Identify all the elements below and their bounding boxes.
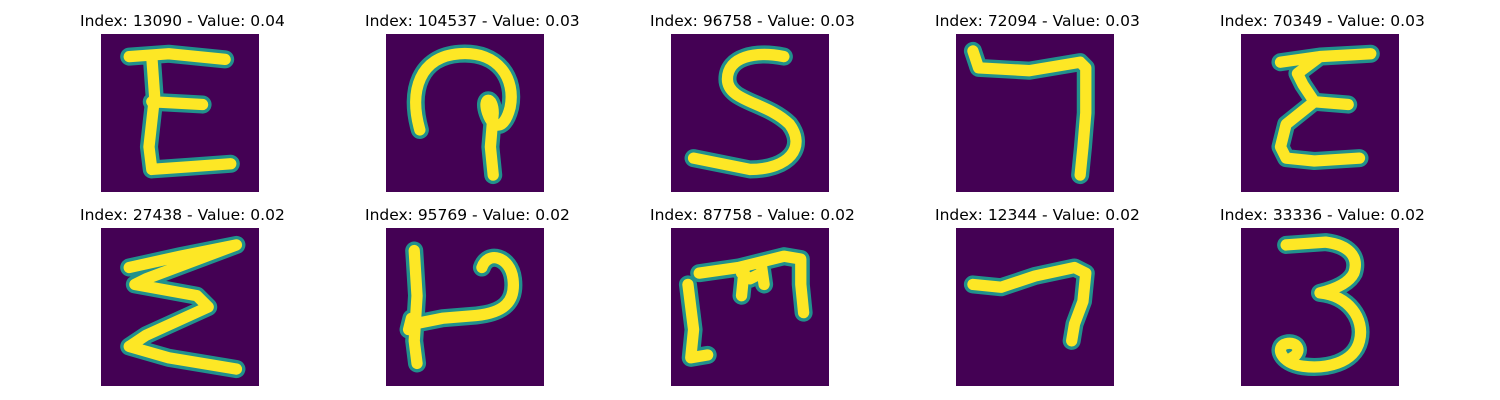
image-panel: Index: 33336 - Value: 0.02 [1220, 206, 1425, 386]
handwritten-E-icon [101, 34, 259, 192]
panel-title: Index: 95769 - Value: 0.02 [365, 206, 570, 224]
panel-title: Index: 12344 - Value: 0.02 [935, 206, 1140, 224]
image-panel: Index: 12344 - Value: 0.02 [935, 206, 1140, 386]
image-panel: Index: 13090 - Value: 0.04 [80, 12, 285, 192]
image-panel: Index: 72094 - Value: 0.03 [935, 12, 1140, 192]
panel-title: Index: 33336 - Value: 0.02 [1220, 206, 1425, 224]
handwritten-E-icon [1241, 34, 1399, 192]
handwritten-3-icon [1241, 228, 1399, 386]
handwritten-7-icon [956, 228, 1114, 386]
handwritten-looped-stroke-icon [386, 34, 544, 192]
image-panel: Index: 95769 - Value: 0.02 [365, 206, 570, 386]
handwritten-P-icon [386, 228, 544, 386]
image-panel: Index: 96758 - Value: 0.03 [650, 12, 855, 192]
panel-title: Index: 104537 - Value: 0.03 [365, 12, 580, 30]
handwritten-7-icon [956, 34, 1114, 192]
panel-title: Index: 87758 - Value: 0.02 [650, 206, 855, 224]
panel-title: Index: 27438 - Value: 0.02 [80, 206, 285, 224]
handwritten-S-icon [671, 34, 829, 192]
image-panel: Index: 27438 - Value: 0.02 [80, 206, 285, 386]
panel-title: Index: 72094 - Value: 0.03 [935, 12, 1140, 30]
panel-title: Index: 96758 - Value: 0.03 [650, 12, 855, 30]
panel-title: Index: 13090 - Value: 0.04 [80, 12, 285, 30]
handwritten-sigma-icon [101, 228, 259, 386]
panel-title: Index: 70349 - Value: 0.03 [1220, 12, 1425, 30]
image-panel: Index: 104537 - Value: 0.03 [365, 12, 580, 192]
handwritten-m-icon [671, 228, 829, 386]
image-panel: Index: 87758 - Value: 0.02 [650, 206, 855, 386]
image-panel: Index: 70349 - Value: 0.03 [1220, 12, 1425, 192]
